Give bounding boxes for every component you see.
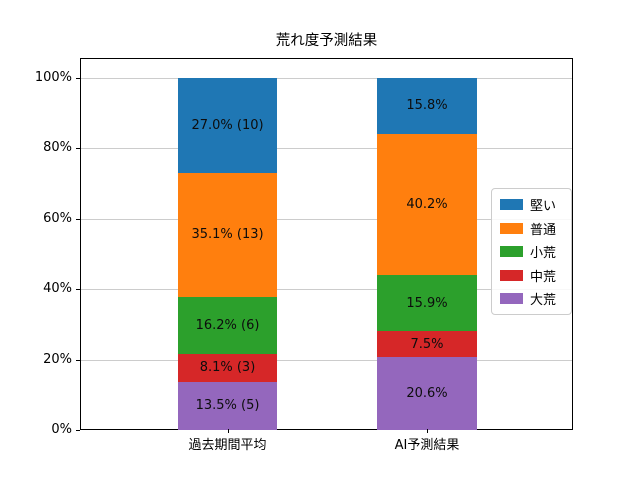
- gridline: [81, 218, 572, 220]
- bar-segment-label: 15.9%: [406, 295, 448, 311]
- legend-item-普通: 普通: [500, 219, 565, 238]
- bar-segment-label: 40.2%: [406, 196, 448, 212]
- legend-item-堅い: 堅い: [500, 195, 565, 214]
- x-tick-mark: [227, 429, 229, 433]
- legend-swatch: [500, 293, 523, 304]
- bar-segment-label: 15.8%: [406, 98, 448, 114]
- legend-swatch: [500, 246, 523, 257]
- chart-title: 荒れ度予測結果: [275, 33, 378, 49]
- legend-label: 堅い: [530, 199, 557, 214]
- bar-segment-普通: 35.1% (13): [178, 173, 277, 297]
- bar-segment-大荒: 20.6%: [377, 357, 477, 430]
- y-tick-label: 40%: [43, 281, 72, 297]
- y-tick-label: 80%: [43, 140, 72, 156]
- y-tick-label: 0%: [51, 422, 72, 437]
- bar-segment-中荒: 8.1% (3): [178, 353, 277, 383]
- legend: 堅い普通小荒中荒大荒: [491, 188, 572, 315]
- legend-label: 普通: [530, 222, 557, 238]
- bar-segment-小荒: 16.2% (6): [178, 296, 277, 354]
- legend-label: 小荒: [530, 246, 557, 261]
- bar-segment-label: 8.1% (3): [199, 360, 256, 376]
- bar-segment-小荒: 15.9%: [377, 275, 477, 332]
- bar-segment-大荒: 13.5% (5): [178, 382, 277, 430]
- stacked-bar-2: 15.8% 40.2% 15.9% 7.5% 20.6%: [377, 78, 477, 430]
- bar-segment-label: 35.1% (13): [191, 227, 264, 243]
- y-tick-mark: [76, 359, 80, 361]
- bar-segment-label: 16.2% (6): [195, 317, 260, 333]
- y-tick-mark: [76, 148, 80, 150]
- legend-swatch: [500, 222, 523, 234]
- y-tick-label: 100%: [34, 70, 72, 85]
- gridline: [81, 78, 572, 79]
- x-tick-label: 過去期間平均: [188, 438, 267, 453]
- bar-segment-label: 20.6%: [406, 386, 448, 402]
- x-tick-mark: [427, 429, 428, 433]
- gridline: [81, 148, 572, 150]
- y-tick-label: 60%: [43, 210, 72, 226]
- y-tick-label: 20%: [43, 351, 72, 367]
- legend-item-大荒: 大荒: [500, 289, 565, 308]
- bar-segment-堅い: 15.8%: [377, 78, 477, 134]
- gridline: [81, 289, 572, 291]
- y-tick-mark: [76, 430, 80, 431]
- bar-segment-普通: 40.2%: [377, 133, 477, 276]
- legend-swatch: [500, 199, 523, 210]
- stacked-bar-1: 27.0% (10) 35.1% (13) 16.2% (6) 8.1% (3) 13.…: [178, 78, 277, 430]
- legend-label: 中荒: [530, 269, 557, 285]
- legend-item-小荒: 小荒: [500, 242, 565, 261]
- bar-segment-label: 27.0% (10): [191, 118, 264, 134]
- bars-layer: 27.0% (10) 35.1% (13) 16.2% (6) 8.1% (3) 13.…: [81, 78, 572, 430]
- y-tick-mark: [76, 78, 80, 79]
- bar-segment-label: 7.5%: [410, 336, 444, 352]
- bar-segment-label: 13.5% (5): [195, 398, 260, 414]
- y-tick-mark: [76, 289, 80, 291]
- bar-segment-中荒: 7.5%: [377, 331, 477, 358]
- legend-swatch: [500, 269, 523, 281]
- plot-area: 27.0% (10) 35.1% (13) 16.2% (6) 8.1% (3) 13.…: [80, 58, 573, 430]
- bar-segment-堅い: 27.0% (10): [178, 78, 277, 174]
- gridline: [81, 359, 572, 361]
- y-tick-mark: [76, 218, 80, 220]
- legend-item-中荒: 中荒: [500, 266, 565, 285]
- x-tick-label: AI予測結果: [394, 438, 460, 453]
- legend-label: 大荒: [530, 293, 557, 308]
